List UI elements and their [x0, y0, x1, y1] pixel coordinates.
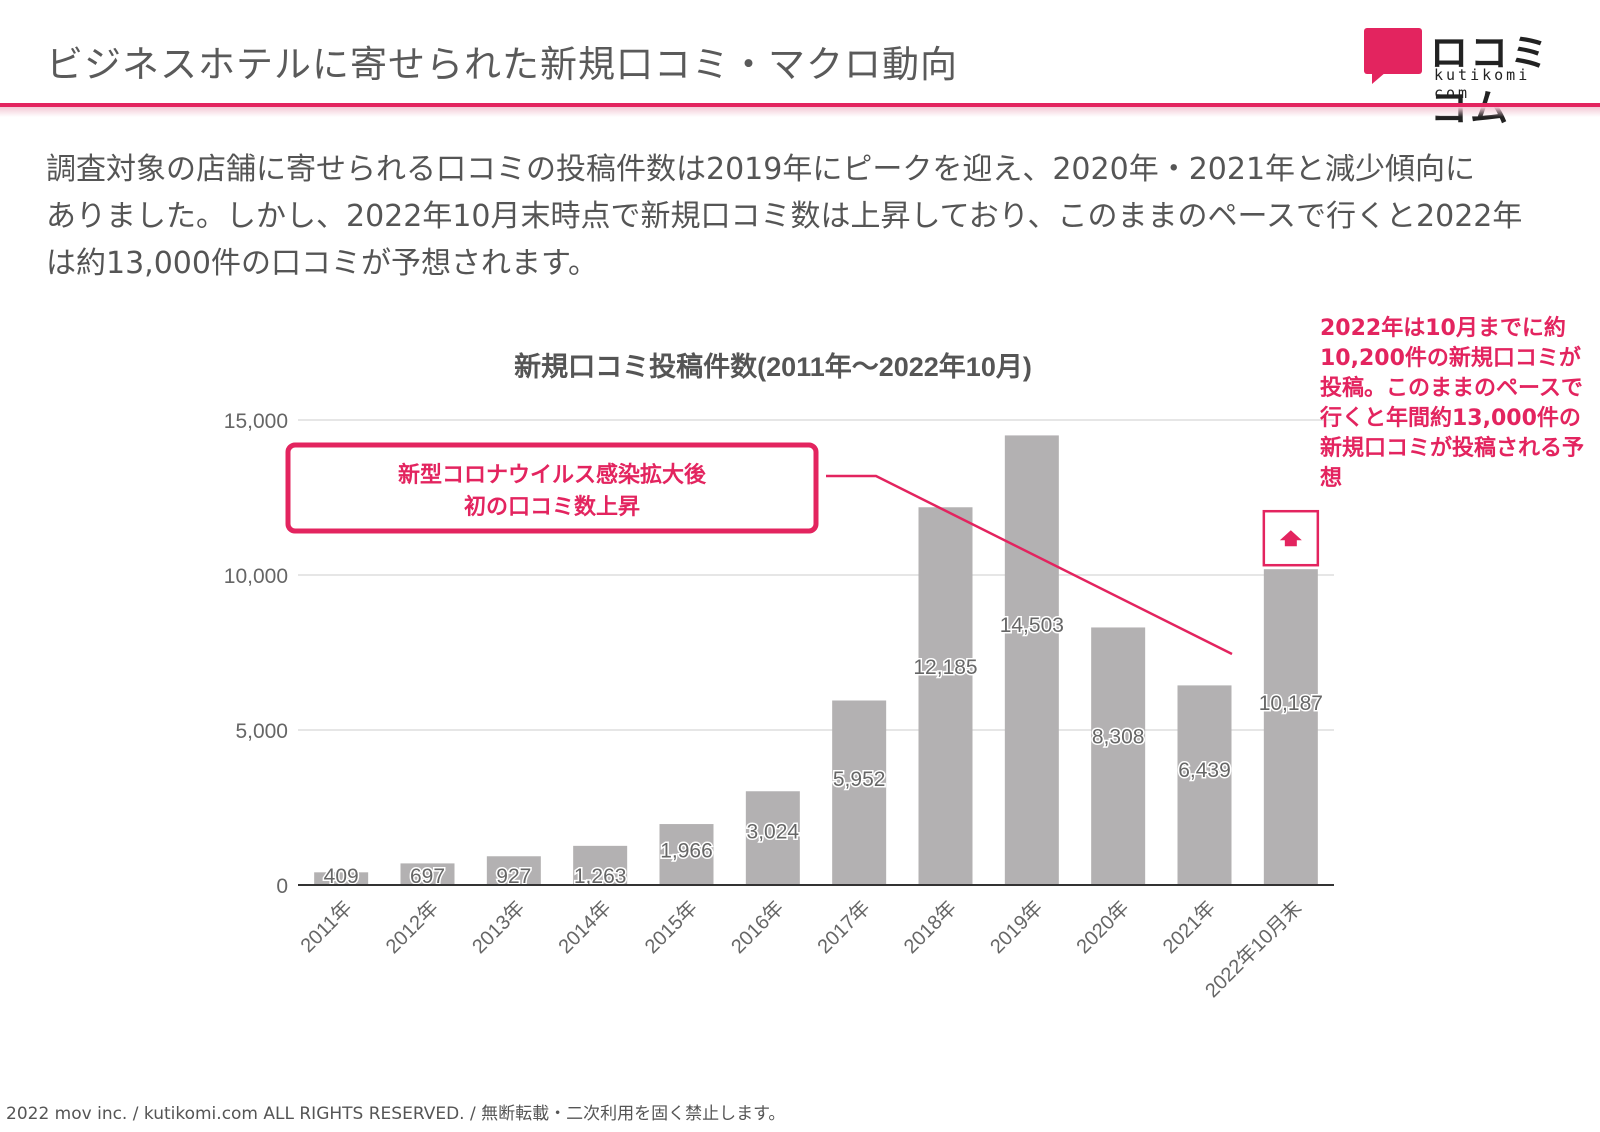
annotation-line-2: 初の口コミ数上昇 — [464, 494, 640, 520]
bar-value-label: 12,185 — [913, 656, 977, 679]
annotation-pointer-line — [826, 474, 1233, 656]
x-tick-label: 2020年 — [1072, 896, 1134, 958]
bar — [1091, 627, 1146, 885]
bar — [659, 824, 714, 885]
intro-line: は約13,000件の口コミが予想されます。 — [46, 246, 598, 281]
header-divider-shadow — [0, 107, 1600, 117]
bar-value-label: 5,952 — [833, 768, 886, 791]
annotation-line-1: 新型コロナウイルス感染拡大後 — [398, 462, 707, 488]
y-tick-label: 5,000 — [235, 720, 288, 743]
x-tick-label: 2017年 — [813, 896, 875, 958]
bar — [314, 872, 369, 885]
x-tick-label: 2012年 — [381, 896, 443, 958]
bar — [918, 507, 973, 885]
x-tick-label: 2019年 — [985, 896, 1047, 958]
logo-mark-icon — [1364, 28, 1422, 84]
header-divider — [0, 103, 1600, 107]
bar-value-label: 14,503 — [1000, 614, 1064, 637]
x-tick-label: 2016年 — [726, 896, 788, 958]
bar-value-label: 8,308 — [1092, 726, 1145, 749]
forecast-note: 2022年は10月までに約10,200件の新規口コミが投稿。このままのペースで行… — [1320, 316, 1585, 491]
up-arrow-icon — [1279, 530, 1302, 547]
bar — [1263, 569, 1318, 885]
x-tick-label: 2014年 — [554, 896, 616, 958]
bar — [745, 791, 800, 885]
bar — [400, 863, 455, 885]
intro-line: 調査対象の店舗に寄せられる口コミの投稿件数は2019年にピークを迎え、2020年… — [46, 152, 1476, 187]
intro-line: ありました。しかし、2022年10月末時点で新規口コミ数は上昇しており、このまま… — [46, 199, 1523, 234]
bar-value-label: 10,187 — [1259, 692, 1323, 715]
page-title: ビジネスホテルに寄せられた新規口コミ・マクロ動向 — [46, 43, 958, 86]
copyright-footer: 2022 mov inc. / kutikomi.com ALL RIGHTS … — [6, 1104, 786, 1124]
logo-subtext: kutikomi com — [1434, 66, 1531, 102]
bar — [1177, 685, 1232, 885]
bar — [486, 856, 541, 885]
chart-title: 新規口コミ投稿件数(2011年〜2022年10月) — [514, 351, 1032, 382]
x-tick-label: 2021年 — [1158, 896, 1220, 958]
annotation-box — [285, 442, 819, 534]
intro-paragraph: 調査対象の店舗に寄せられる口コミの投稿件数は2019年にピークを迎え、2020年… — [46, 146, 1546, 287]
bar — [1004, 435, 1059, 885]
bar — [832, 700, 887, 885]
y-tick-label: 0 — [276, 875, 288, 898]
bar-value-label: 6,439 — [1178, 759, 1231, 782]
y-tick-label: 10,000 — [224, 565, 288, 588]
x-tick-label: 2011年 — [296, 896, 357, 957]
bar — [573, 845, 628, 885]
x-tick-label: 2013年 — [467, 896, 529, 958]
x-tick-label: 2015年 — [640, 896, 702, 958]
bar-value-label: 3,024 — [747, 821, 800, 844]
x-tick-label: 2018年 — [899, 896, 961, 958]
bar-chart: 新規口コミ投稿件数(2011年〜2022年10月) 0 5,000 10,000 15,… — [224, 351, 1334, 1002]
y-tick-label: 15,000 — [224, 410, 288, 433]
bar-value-label: 1,966 — [660, 840, 713, 863]
